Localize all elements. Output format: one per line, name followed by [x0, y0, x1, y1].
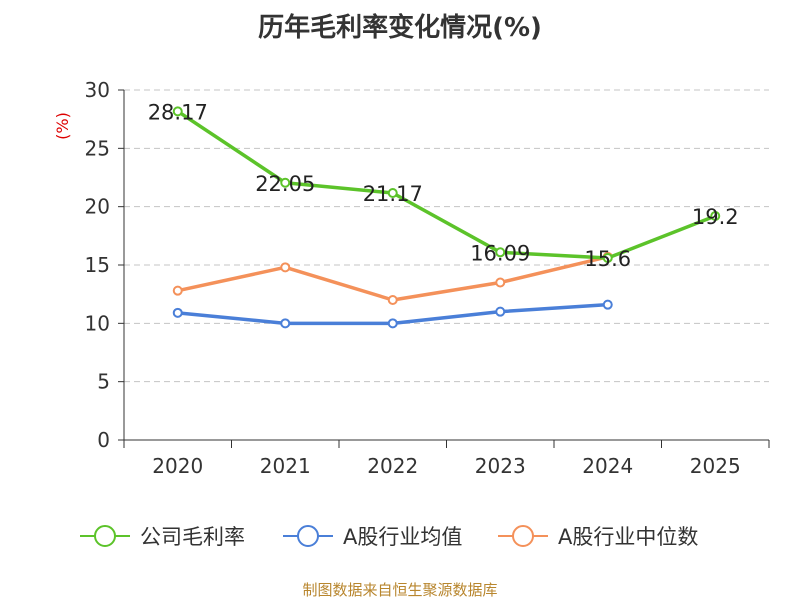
data-point: [387, 188, 398, 199]
data-label: 19.2: [692, 205, 739, 229]
data-label: 28.17: [148, 100, 208, 124]
x-tick-label: 2025: [690, 454, 741, 478]
grid-lines: [124, 89, 769, 383]
data-point: [495, 277, 506, 288]
data-point: [172, 106, 183, 117]
series-line: [177, 255, 609, 302]
y-tick-label: 5: [97, 370, 110, 394]
data-point: [172, 307, 183, 318]
legend-label: 公司毛利率: [140, 525, 245, 549]
y-tick-label: 15: [85, 253, 110, 277]
series-layer: [172, 106, 721, 329]
y-tick-label: 30: [85, 78, 110, 102]
data-label: 15.6: [584, 247, 631, 271]
y-tick-label: 20: [85, 195, 110, 219]
legend-swatch-marker: [512, 525, 534, 547]
y-axis-unit: (%): [53, 112, 72, 140]
data-point: [387, 318, 398, 329]
x-tick-label: 2024: [582, 454, 633, 478]
x-tick-label: 2021: [260, 454, 311, 478]
series-line: [176, 109, 716, 260]
legend: 公司毛利率 A股行业均值 A股行业中位数: [80, 525, 698, 549]
series-2: [172, 251, 613, 305]
source-note: 制图数据来自恒生聚源数据库: [302, 581, 497, 599]
data-point: [387, 295, 398, 305]
data-label: 21.17: [363, 182, 423, 206]
data-point: [280, 177, 291, 188]
legend-swatch-marker: [94, 525, 116, 547]
data-point: [710, 211, 721, 221]
data-point: [602, 253, 613, 263]
data-point: [172, 285, 183, 296]
series-1: [172, 299, 613, 329]
x-tick-label: 2023: [475, 454, 526, 478]
data-point: [280, 318, 291, 329]
legend-swatch-marker: [297, 525, 319, 547]
y-tick-label: 0: [97, 428, 110, 452]
legend-item: 公司毛利率: [80, 525, 245, 549]
y-tick-label: 10: [85, 311, 110, 335]
data-labels: 28.17 22.05 21.17 16.09 15.6 19.2: [148, 100, 739, 271]
legend-label: A股行业中位数: [558, 525, 698, 549]
series-0: [172, 106, 721, 263]
data-point: [495, 306, 506, 317]
data-label: 22.05: [255, 172, 315, 196]
data-point: [602, 299, 613, 310]
x-tick-label: 2022: [367, 454, 418, 478]
data-label: 16.09: [470, 241, 530, 265]
data-point: [280, 262, 291, 273]
y-tick-label: 25: [85, 136, 110, 160]
legend-item: A股行业均值: [283, 525, 462, 549]
chart-title: 历年毛利率变化情况(%): [258, 12, 542, 43]
data-point: [495, 247, 506, 258]
x-tick-label: 2020: [152, 454, 203, 478]
legend-item: A股行业中位数: [498, 525, 698, 549]
legend-label: A股行业均值: [343, 525, 462, 549]
